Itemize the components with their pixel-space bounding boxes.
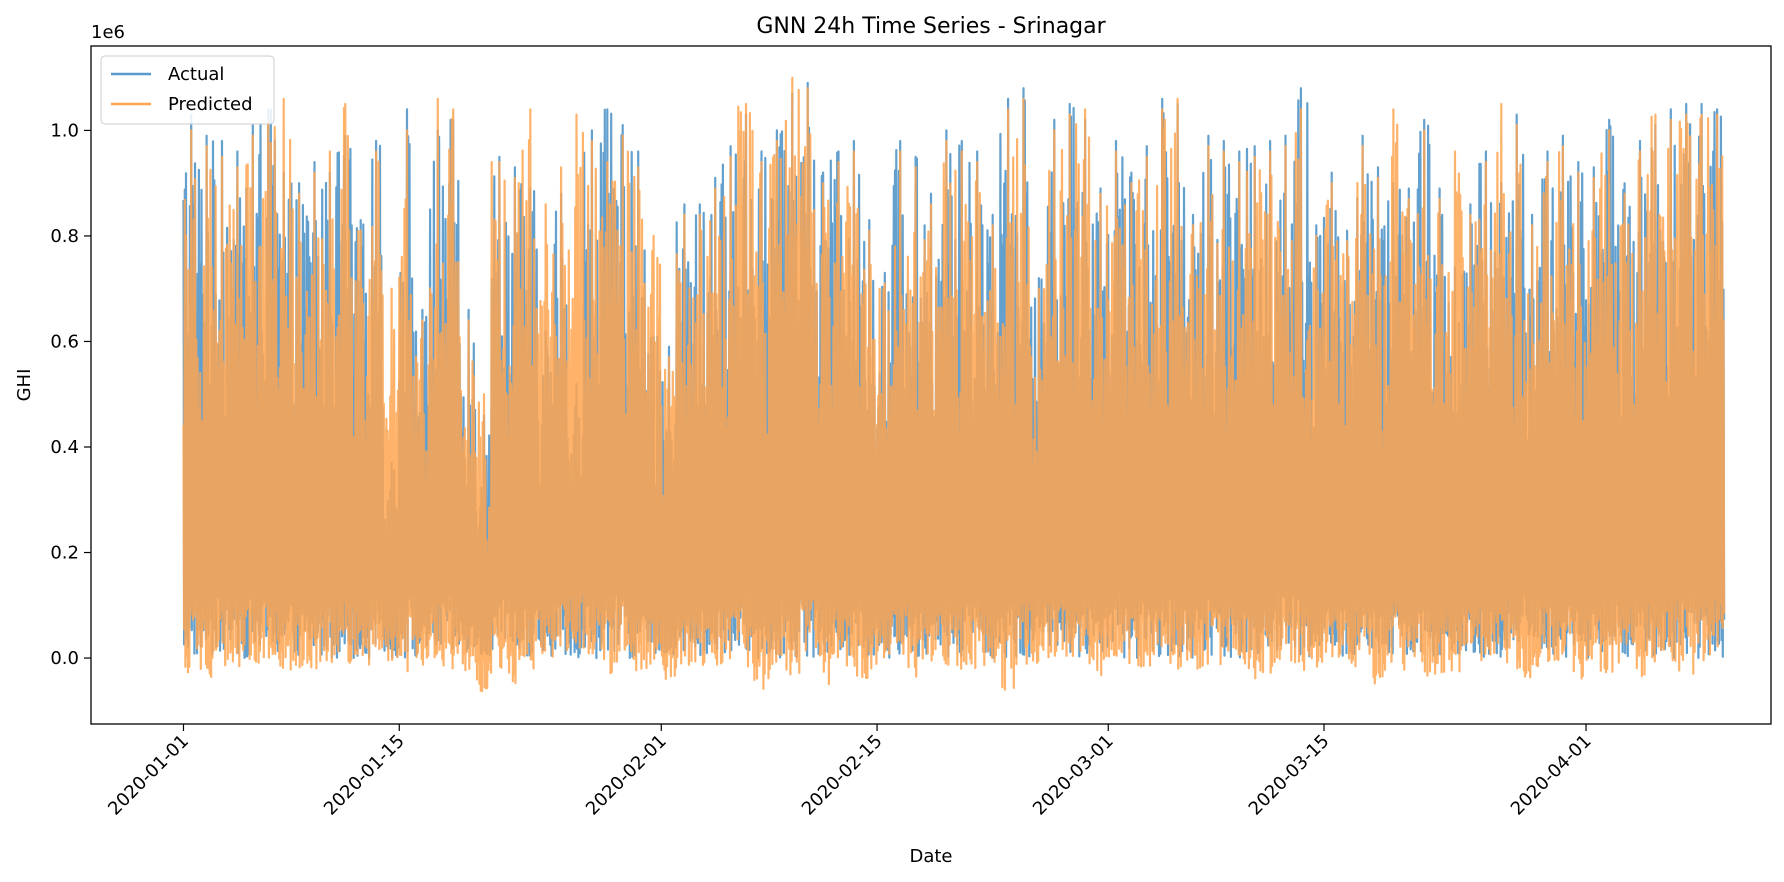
y-tick-label: 0.2 [50,543,79,564]
y-tick-label: 1.0 [50,120,79,141]
series-line-predicted [182,76,1726,693]
legend-label-predicted: Predicted [168,94,253,115]
y-axis: 0.0 0.2 0.4 0.6 0.8 1.0 [50,120,91,669]
plot-area [182,76,1726,693]
y-offset-label: 1e6 [91,22,125,43]
y-tick-label: 0.8 [50,226,79,247]
y-tick-label: 0.4 [50,437,79,458]
y-tick-label: 0.6 [50,331,79,352]
legend: Actual Predicted [100,55,275,125]
series-layer [182,76,1726,693]
chart-title: GNN 24h Time Series - Srinagar [756,14,1106,39]
y-tick-label: 0.0 [50,648,79,669]
x-axis-label: Date [909,846,952,867]
legend-label-actual: Actual [168,64,224,85]
plot-frame [90,45,1772,725]
y-axis-label: GHI [14,369,35,402]
